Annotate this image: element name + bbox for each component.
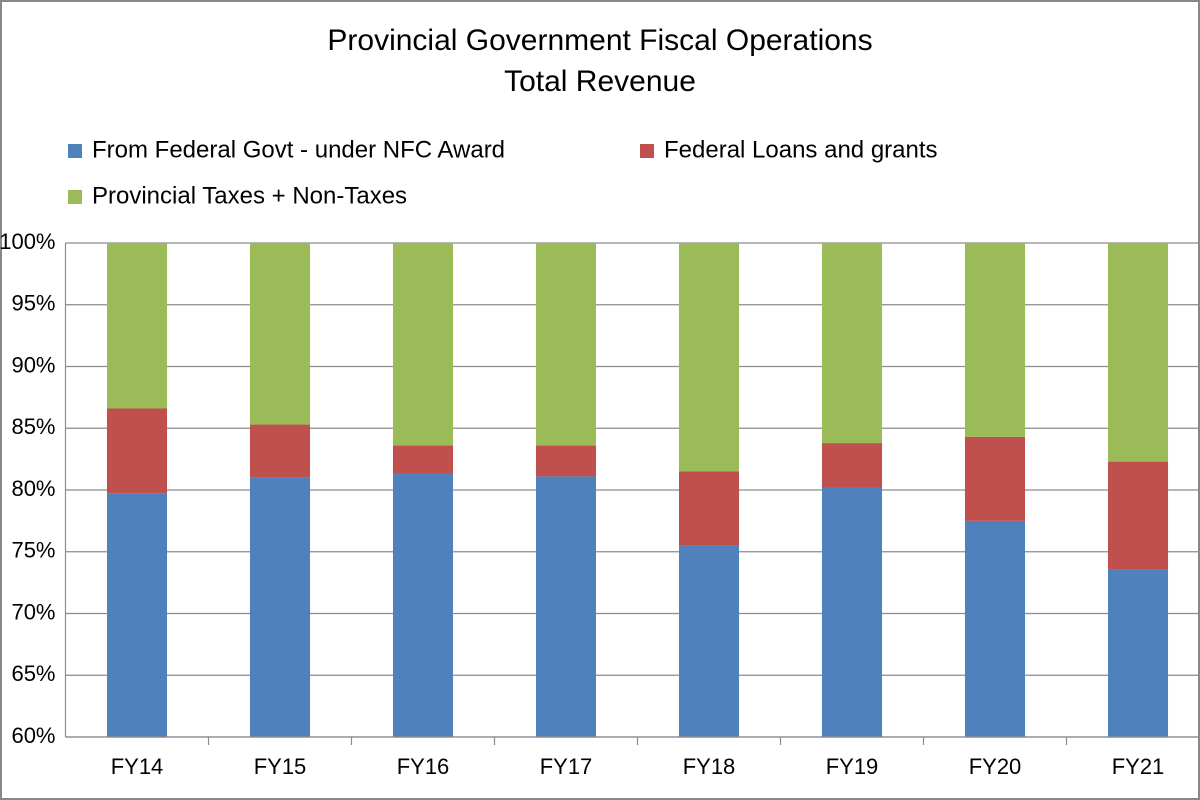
- x-tick-label: FY16: [397, 754, 450, 779]
- bar-segment: [964, 520, 1026, 737]
- legend-swatch: [640, 144, 654, 158]
- bar-segment: [821, 487, 883, 737]
- legend-label: Federal Loans and grants: [664, 136, 938, 163]
- bar-segment: [1107, 569, 1169, 737]
- x-tick-label: FY20: [969, 754, 1022, 779]
- legend-label: From Federal Govt - under NFC Award: [92, 136, 505, 163]
- bar-segment: [392, 243, 454, 446]
- x-tick-label: FY21: [1112, 754, 1165, 779]
- bar-segment: [964, 243, 1026, 437]
- bar-segment: [678, 545, 740, 737]
- chart-title: Provincial Government Fiscal Operations: [327, 24, 872, 57]
- legend-label: Provincial Taxes + Non-Taxes: [92, 182, 407, 209]
- bar-segment: [249, 243, 311, 425]
- bar-segment: [392, 445, 454, 474]
- bar-segment: [535, 445, 597, 477]
- bar-segment: [106, 243, 168, 409]
- legend-swatch: [68, 144, 82, 158]
- chart-subtitle: Total Revenue: [504, 65, 696, 98]
- y-tick-label: 60%: [11, 723, 55, 748]
- bar-segment: [821, 443, 883, 488]
- bar-segment: [964, 436, 1026, 521]
- y-tick-label: 70%: [11, 599, 55, 624]
- x-tick-label: FY17: [540, 754, 593, 779]
- bar-segment: [821, 243, 883, 444]
- y-tick-label: 65%: [11, 661, 55, 686]
- bar-segment: [106, 408, 168, 494]
- bar-segment: [678, 471, 740, 546]
- x-tick-label: FY18: [683, 754, 736, 779]
- y-tick-label: 80%: [11, 476, 55, 501]
- bar-segment: [106, 493, 168, 737]
- y-tick-label: 90%: [11, 352, 55, 377]
- y-tick-label: 95%: [11, 291, 55, 316]
- bar-segment: [535, 476, 597, 737]
- bar-segment: [249, 424, 311, 478]
- y-tick-label: 75%: [11, 538, 55, 563]
- bar-segment: [392, 473, 454, 737]
- bar-segment: [1107, 461, 1169, 570]
- x-tick-label: FY14: [111, 754, 164, 779]
- x-tick-label: FY19: [826, 754, 879, 779]
- bar-segment: [249, 477, 311, 737]
- y-tick-label: 100%: [0, 229, 56, 254]
- y-tick-label: 85%: [11, 414, 55, 439]
- legend-swatch: [68, 190, 82, 204]
- bar-segment: [535, 243, 597, 446]
- bar-segment: [678, 243, 740, 472]
- bar-segment: [1107, 243, 1169, 462]
- x-tick-label: FY15: [254, 754, 307, 779]
